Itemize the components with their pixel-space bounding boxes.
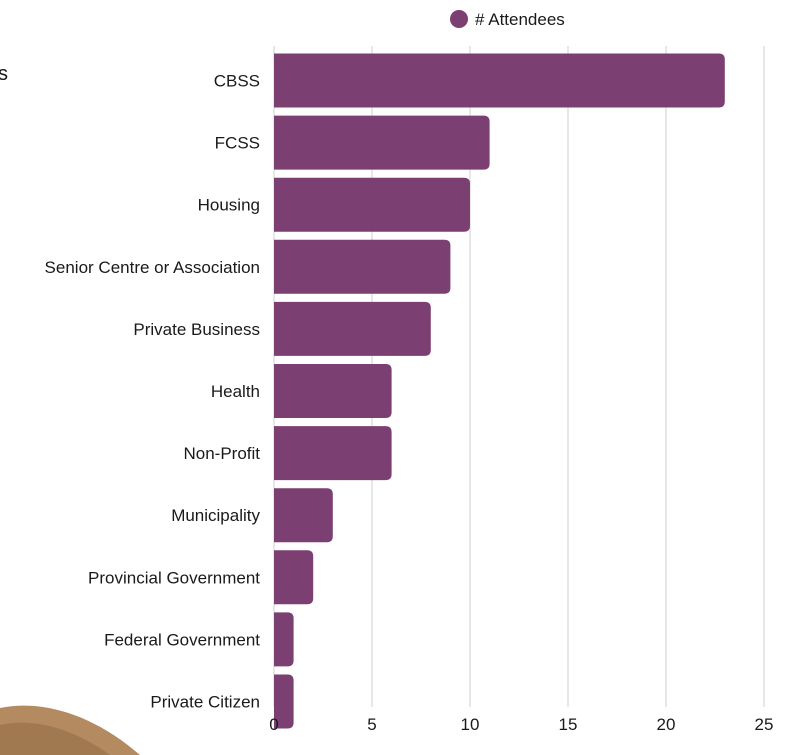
bar-senior-centre-or-association — [274, 239, 451, 294]
category-label: Non-Profit — [183, 444, 260, 463]
category-label: Private Citizen — [150, 693, 260, 712]
x-tick-label: 15 — [559, 715, 578, 734]
background-decor-shape-shadow — [0, 722, 110, 755]
bar-non-profit — [274, 426, 392, 481]
x-tick-label: 25 — [755, 715, 774, 734]
legend-label: # Attendees — [475, 10, 565, 29]
bar-health — [274, 364, 392, 418]
category-label: Housing — [198, 196, 260, 215]
category-label: Health — [211, 382, 260, 401]
x-tick-label: 20 — [657, 715, 676, 734]
category-label: Private Business — [133, 320, 260, 339]
bar-provincial-government — [274, 550, 314, 605]
x-tick-label: 0 — [269, 715, 278, 734]
x-axis-ticks: 0 5 10 15 20 25 — [269, 715, 773, 734]
x-tick-label: 5 — [367, 715, 376, 734]
category-label: CBSS — [214, 72, 260, 91]
x-tick-label: 10 — [461, 715, 480, 734]
legend-marker — [450, 10, 468, 28]
bar-federal-government — [274, 612, 294, 667]
bar-private-citizen — [274, 674, 294, 729]
bars — [274, 53, 725, 729]
cropped-title-fragment: s — [0, 63, 8, 85]
category-label: FCSS — [215, 134, 260, 153]
bar-municipality — [274, 488, 333, 543]
bar-housing — [274, 177, 470, 232]
bar-private-business — [274, 301, 431, 356]
category-label: Municipality — [171, 506, 260, 525]
category-labels: CBSS FCSS Housing Senior Centre or Associat… — [45, 72, 261, 712]
legend: # Attendees — [450, 10, 565, 29]
bar-fcss — [274, 115, 490, 170]
category-label: Senior Centre or Association — [45, 258, 260, 277]
bar-cbss — [274, 53, 725, 108]
category-label: Provincial Government — [88, 568, 260, 587]
background-decor-shape — [0, 705, 140, 755]
category-label: Federal Government — [104, 630, 260, 649]
